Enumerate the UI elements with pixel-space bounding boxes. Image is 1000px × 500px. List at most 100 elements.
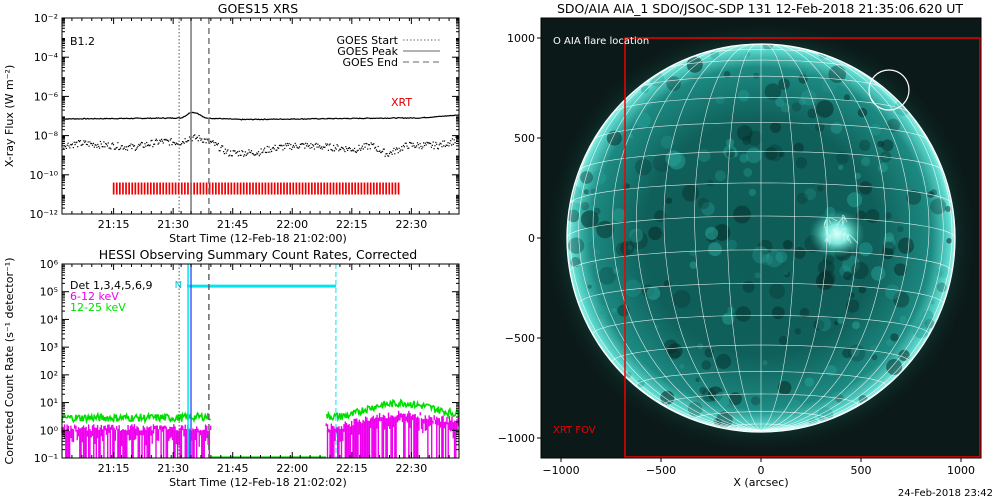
goes-short-channel-point <box>159 139 161 141</box>
goes-short-channel-point <box>83 140 85 142</box>
solar-texture-patch <box>897 237 915 254</box>
solar-texture-patch <box>596 220 614 239</box>
goes-short-channel-point <box>140 141 143 144</box>
goes-short-channel-point <box>85 143 88 145</box>
goes-short-channel-point <box>311 146 313 149</box>
solar-texture-patch <box>727 306 735 314</box>
xrt-observation-bar <box>211 182 214 195</box>
goes-short-channel-point <box>419 143 421 145</box>
goes-short-channel-point <box>79 140 81 142</box>
goes-short-channel-point <box>304 147 306 149</box>
goes-short-channel-point <box>288 142 290 145</box>
goes-short-channel-point <box>373 143 375 145</box>
goes-short-channel-point <box>116 146 118 149</box>
solar-texture-patch <box>851 261 869 280</box>
aia-y-tick-label: 0 <box>528 232 535 245</box>
solar-texture-patch <box>592 170 607 185</box>
goes-short-channel-point <box>329 143 331 145</box>
solar-texture-patch <box>890 333 899 342</box>
solar-texture-patch <box>884 212 892 220</box>
xrt-observation-bar <box>168 182 171 195</box>
goes-short-channel-point <box>240 154 242 156</box>
longitude-line <box>578 55 762 432</box>
solar-texture-patch <box>871 266 886 281</box>
goes-short-channel-point <box>308 144 310 147</box>
goes-short-channel-point <box>233 150 235 152</box>
goes-short-channel-point <box>408 147 410 149</box>
aia-x-tick-label: −1000 <box>542 464 579 477</box>
solar-texture-patch <box>778 335 788 345</box>
goes-short-channel-point <box>336 144 338 146</box>
longitude-line <box>694 44 762 432</box>
goes-short-channel-point <box>71 143 74 145</box>
xrt-observation-bar <box>280 182 282 195</box>
goes-short-channel-point <box>332 150 334 152</box>
solar-texture-patch <box>782 239 793 250</box>
goes-short-channel-point <box>98 147 101 149</box>
xrt-observation-bar <box>363 182 366 195</box>
solar-texture-patch <box>634 112 651 128</box>
goes-short-channel-point <box>227 149 229 151</box>
aia-x-tick-label: −500 <box>646 464 676 477</box>
solar-texture-patch <box>698 198 710 210</box>
xrt-observation-bar <box>298 182 301 195</box>
goes-short-channel-point <box>268 146 270 148</box>
goes-short-channel-point <box>353 147 356 150</box>
goes-short-channel-point <box>286 142 288 145</box>
goes-short-channel-point <box>291 146 294 148</box>
xrt-observation-bar <box>249 182 251 195</box>
xrt-observation-bar <box>283 182 285 195</box>
goes-short-channel-point <box>454 142 456 144</box>
hessi-x-tick-label: 21:45 <box>217 462 249 475</box>
goes-short-channel-point <box>388 155 390 157</box>
goes-short-channel-point <box>421 148 423 150</box>
goes-short-channel-point <box>415 146 417 148</box>
goes-short-channel-point <box>111 143 113 145</box>
goes-short-channel-point <box>343 149 345 151</box>
hessi-flare-markers <box>178 264 210 458</box>
xrt-observation-bar <box>218 182 220 195</box>
xrt-observation-bar <box>184 182 186 195</box>
goes-short-channel-point <box>158 142 160 144</box>
xrt-observation-bar <box>369 182 372 195</box>
goes-y-tick-label: 10⁻¹⁰ <box>29 169 58 182</box>
goes-short-channel-point <box>84 141 86 143</box>
solar-texture-patch <box>648 226 662 241</box>
goes-short-channel-point <box>147 144 150 146</box>
hessi-y-tick-label: 10² <box>40 369 58 382</box>
goes-short-channel-point <box>231 155 233 157</box>
goes-short-channel-point <box>211 140 213 143</box>
goes-short-channel-point <box>300 143 302 145</box>
goes-short-channel-point <box>312 145 315 147</box>
goes-short-channel-point <box>127 145 129 148</box>
goes-short-channel-point <box>131 147 133 150</box>
goes-short-channel-point <box>93 146 95 148</box>
goes-short-channel-point <box>305 142 307 144</box>
goes-short-channel-point <box>412 142 414 145</box>
goes-short-channel-point <box>411 145 413 147</box>
goes-short-channel-point <box>371 143 373 145</box>
hessi-x-tick-label: 21:30 <box>157 462 189 475</box>
solar-texture-patch <box>695 377 700 382</box>
solar-texture-patch <box>682 184 699 202</box>
solar-texture-patch <box>637 379 645 388</box>
solar-texture-patch <box>598 267 616 285</box>
goes-short-channel-point <box>451 138 454 140</box>
goes-short-channel-point <box>342 147 344 149</box>
goes-short-channel-point <box>105 142 107 145</box>
active-region-loop <box>823 217 828 228</box>
goes-short-channel-point <box>68 145 70 147</box>
goes-short-channel-point <box>135 148 137 150</box>
goes-short-channel-point <box>251 152 254 155</box>
goes-short-channel-point <box>108 147 110 149</box>
solar-texture-patch <box>697 149 711 163</box>
goes-short-channel-point <box>177 143 179 145</box>
solar-texture-patch <box>817 259 835 277</box>
goes-short-channel-point <box>250 151 252 154</box>
goes-short-channel-point <box>210 141 212 143</box>
aia-y-tick-label: 1000 <box>507 32 535 45</box>
goes-short-channel-point <box>355 151 357 154</box>
goes-y-tick-label: 10⁻⁸ <box>34 130 59 143</box>
goes-short-channel-point <box>382 148 385 150</box>
xrt-observation-bar <box>230 182 233 195</box>
